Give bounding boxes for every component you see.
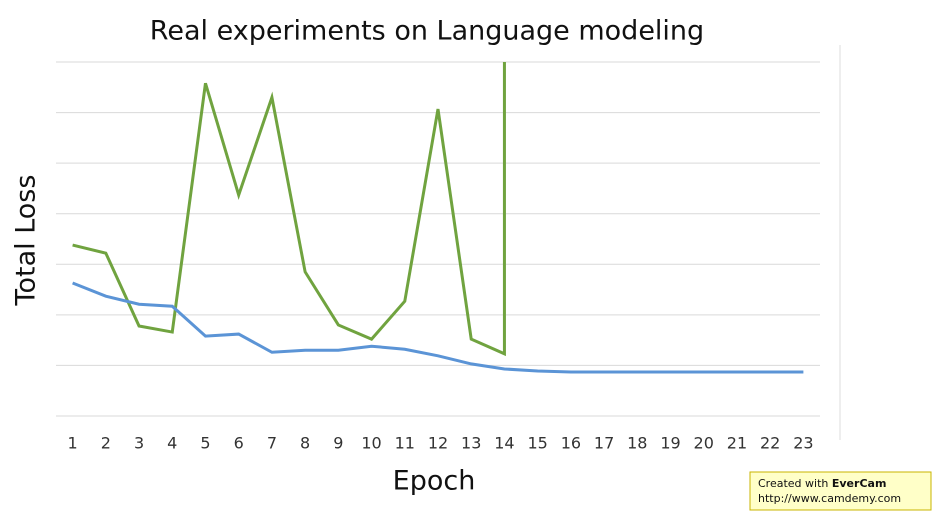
x-axis-label: Epoch bbox=[393, 466, 476, 497]
x-tick-label: 16 bbox=[561, 434, 581, 453]
series-line bbox=[72, 62, 506, 357]
x-tick-label: 7 bbox=[267, 434, 277, 453]
x-tick-label: 6 bbox=[234, 434, 244, 453]
x-tick-label: 21 bbox=[727, 434, 747, 453]
x-tick-label: 13 bbox=[461, 434, 481, 453]
x-tick-label: 9 bbox=[333, 434, 343, 453]
series-line bbox=[72, 281, 804, 374]
x-tick-label: 23 bbox=[793, 434, 813, 453]
chart-title: Real experiments on Language modeling bbox=[150, 16, 704, 47]
x-tick-label: 2 bbox=[101, 434, 111, 453]
x-tick-label: 15 bbox=[527, 434, 547, 453]
x-tick-label: 14 bbox=[494, 434, 514, 453]
x-tick-label: 1 bbox=[68, 434, 78, 453]
watermark-text: Created with bbox=[758, 477, 828, 490]
x-tick-label: 18 bbox=[627, 434, 647, 453]
x-tick-label: 3 bbox=[134, 434, 144, 453]
x-tick-label: 10 bbox=[361, 434, 381, 453]
x-tick-label: 8 bbox=[300, 434, 310, 453]
watermark-url: http://www.camdemy.com bbox=[758, 492, 901, 505]
x-tick-label: 4 bbox=[167, 434, 177, 453]
watermark: Created with EverCam bbox=[758, 477, 886, 490]
y-axis-label: Total Loss bbox=[11, 175, 42, 307]
x-tick-label: 11 bbox=[395, 434, 415, 453]
x-tick-label: 12 bbox=[428, 434, 448, 453]
x-tick-label: 17 bbox=[594, 434, 614, 453]
x-tick-label: 19 bbox=[660, 434, 680, 453]
x-tick-label: 5 bbox=[200, 434, 210, 453]
x-tick-label: 20 bbox=[694, 434, 714, 453]
x-tick-label: 22 bbox=[760, 434, 780, 453]
watermark-brand: EverCam bbox=[832, 477, 887, 490]
watermark-box bbox=[749, 471, 932, 511]
